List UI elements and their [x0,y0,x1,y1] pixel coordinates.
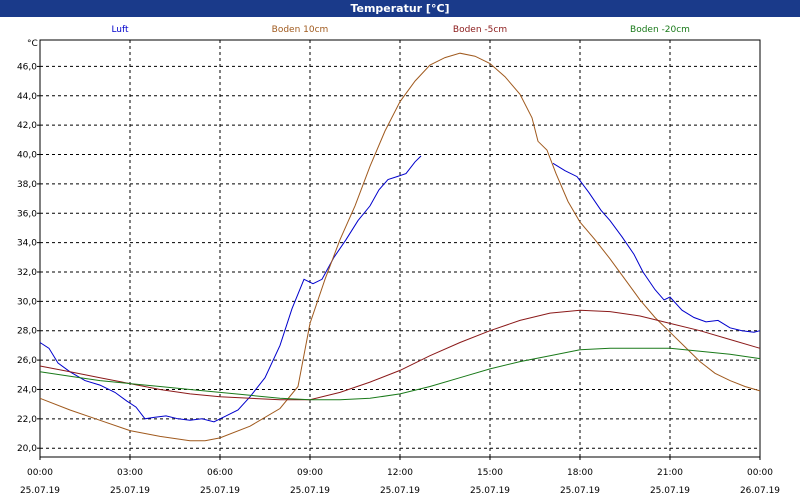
series-line-boden-20cm [39,347,761,401]
x-tick-label-date: 25.07.19 [650,486,690,496]
x-tick-label-date: 25.07.19 [470,486,510,496]
grid [40,40,760,457]
y-tick-label: 28,0 [17,327,37,337]
x-tick-label-time: 12:00 [387,468,413,478]
y-tick-label: 36,0 [17,209,37,219]
y-tick-label: 42,0 [17,121,37,131]
series-line-luft [39,155,422,423]
y-tick-label: 40,0 [17,151,37,161]
series-line-boden-5cm [39,309,761,401]
legend-luft: Luft [111,25,129,35]
x-tick-label-date: 26.07.19 [740,486,780,496]
y-tick-label: 32,0 [17,268,37,278]
x-tick-label-date: 25.07.19 [20,486,60,496]
y-tick-label: 30,0 [17,297,37,307]
legend-boden-20cm: Boden -20cm [630,25,690,35]
y-tick-label: 34,0 [17,239,37,249]
chart-title: Temperatur [°C] [0,0,800,17]
x-tick-label-date: 25.07.19 [380,486,420,496]
x-tick-label-date: 25.07.19 [200,486,240,496]
x-tick-label-time: 18:00 [567,468,593,478]
y-tick-label: 38,0 [17,180,37,190]
y-tick-label: 24,0 [17,385,37,395]
x-tick-label-time: 00:00 [27,468,53,478]
series-line-boden-10cm [39,52,761,442]
y-tick-label: 22,0 [17,415,37,425]
series-line-luft [552,162,761,333]
y-tick-label: 26,0 [17,356,37,366]
y-tick-label: 44,0 [17,92,37,102]
y-axis-unit: °C [27,39,38,49]
x-tick-label-date: 25.07.19 [560,486,600,496]
x-tick-label-date: 25.07.19 [290,486,330,496]
y-tick-label: 46,0 [17,62,37,72]
legend-boden-10cm: Boden 10cm [272,25,329,35]
x-tick-label-time: 09:00 [297,468,323,478]
temperature-chart: 20,0 22,0 24,0 26,0 28,0 30,0 32,0 34,0 36,0 38,0… [17,25,780,496]
legend: Luft Boden 10cm Boden -5cm Boden -20cm [111,25,690,35]
y-tick-label: 20,0 [17,444,37,454]
x-tick-label-time: 03:00 [117,468,143,478]
x-tick-label-time: 21:00 [657,468,683,478]
legend-boden-5cm: Boden -5cm [453,25,507,35]
x-tick-label-time: 06:00 [207,468,233,478]
series-lines [39,52,761,442]
x-tick-label-time: 00:00 [747,468,773,478]
x-tick-label-time: 15:00 [477,468,503,478]
x-tick-label-date: 25.07.19 [110,486,150,496]
axis-ticks: 20,0 22,0 24,0 26,0 28,0 30,0 32,0 34,0 36,0 38,0… [17,62,780,496]
plot-area [39,39,761,458]
